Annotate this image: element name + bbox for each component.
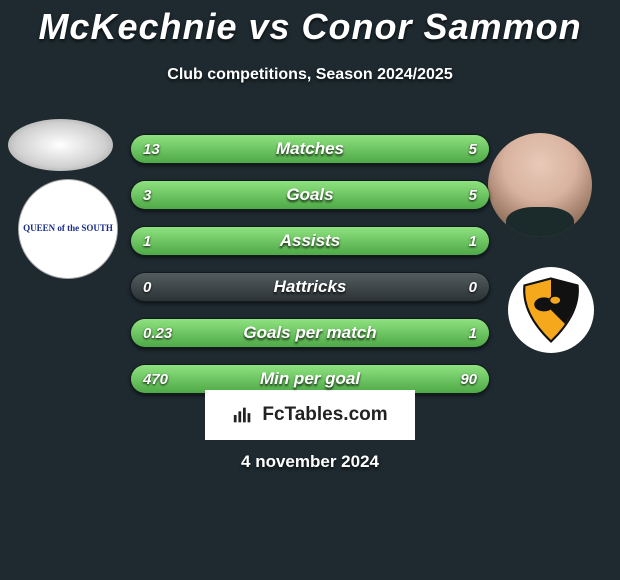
date-text: 4 november 2024 bbox=[241, 452, 379, 472]
chart-icon bbox=[232, 404, 254, 426]
stat-label: Min per goal bbox=[131, 369, 489, 389]
stat-label: Assists bbox=[131, 231, 489, 251]
club-left-crest: QUEEN of the SOUTH bbox=[18, 179, 118, 279]
page-title: McKechnie vs Conor Sammon bbox=[0, 0, 620, 48]
stat-row: 35Goals bbox=[130, 180, 490, 210]
club-left-crest-text: QUEEN of the SOUTH bbox=[23, 224, 113, 234]
stat-row: 00Hattricks bbox=[130, 272, 490, 302]
stat-label: Matches bbox=[131, 139, 489, 159]
player-left-avatar bbox=[8, 119, 113, 171]
stat-label: Goals bbox=[131, 185, 489, 205]
watermark: FcTables.com bbox=[205, 390, 415, 440]
player-right-avatar bbox=[488, 133, 592, 237]
stat-label: Goals per match bbox=[131, 323, 489, 343]
shield-icon bbox=[516, 275, 586, 345]
stat-row: 0.231Goals per match bbox=[130, 318, 490, 348]
club-right-crest bbox=[508, 267, 594, 353]
stat-bars: 135Matches 35Goals 11Assists 00Hattricks 0.2… bbox=[130, 134, 490, 410]
watermark-text: FcTables.com bbox=[262, 404, 387, 426]
subtitle: Club competitions, Season 2024/2025 bbox=[0, 66, 620, 84]
stat-row: 11Assists bbox=[130, 226, 490, 256]
stat-row: 135Matches bbox=[130, 134, 490, 164]
stat-label: Hattricks bbox=[131, 277, 489, 297]
